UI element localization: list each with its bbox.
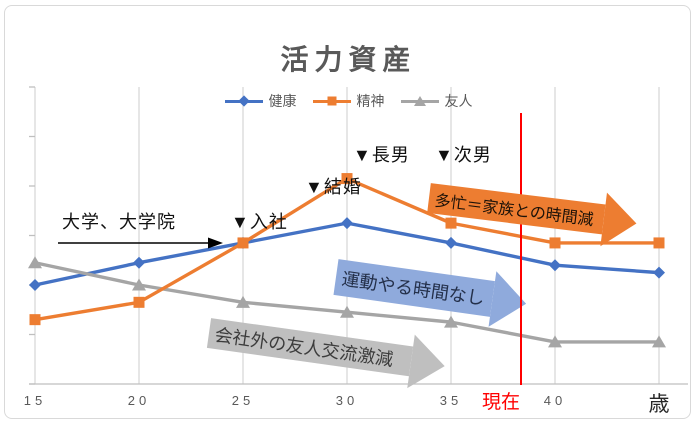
square-marker-icon	[549, 237, 561, 249]
milestone-marriage: ▼結婚	[305, 177, 362, 197]
square-marker-icon	[445, 217, 457, 229]
triangle-marker-icon	[413, 96, 426, 106]
diamond-marker-icon	[549, 259, 561, 272]
square-marker-icon	[327, 96, 336, 106]
legend-item-health[interactable]: 健康	[224, 91, 297, 111]
legend-line-mind	[312, 96, 351, 106]
x-axis-label: 15	[23, 393, 47, 408]
square-marker-icon	[133, 296, 145, 308]
x-axis-label: 歳	[648, 393, 670, 416]
diamond-marker-icon	[133, 256, 145, 269]
diamond-marker-icon	[237, 95, 250, 107]
legend-line-friend	[400, 96, 439, 106]
square-marker-icon	[341, 173, 353, 185]
diamond-marker-icon	[653, 266, 665, 279]
triangle-marker-icon	[132, 278, 146, 291]
education-arrow-head-icon	[208, 237, 223, 249]
x-axis-label: 20	[127, 393, 151, 408]
legend-item-friend[interactable]: 友人	[400, 91, 473, 111]
diamond-marker-icon	[29, 279, 41, 291]
chart-title: 活力資産	[280, 44, 417, 75]
busy-family-arrow-label: 多忙＝家族との時間減	[427, 183, 606, 235]
diamond-marker-icon	[341, 217, 353, 230]
legend-label-mind: 精神	[356, 93, 385, 109]
diamond-marker-icon	[445, 236, 457, 249]
arrow-head-icon	[600, 192, 640, 251]
triangle-marker-icon	[340, 305, 354, 318]
x-axis-label: 40	[543, 393, 567, 408]
legend-label-friend: 友人	[444, 93, 473, 109]
triangle-marker-icon	[236, 295, 250, 308]
square-marker-icon	[653, 237, 665, 249]
square-marker-icon	[237, 237, 249, 249]
legend-line-health	[224, 95, 263, 107]
milestone-join-company: ▼入社	[231, 212, 288, 232]
legend: 健康 精神 友人	[0, 91, 697, 111]
milestone-second-son: ▼次男	[435, 145, 492, 165]
no-exercise-arrow-label: 運動やる時間なし	[333, 259, 495, 317]
legend-label-health: 健康	[268, 93, 297, 109]
triangle-marker-icon	[652, 335, 666, 348]
triangle-marker-icon	[444, 315, 458, 328]
triangle-marker-icon	[28, 256, 42, 269]
milestone-first-son: ▼長男	[353, 145, 410, 165]
x-axis-label: 25	[231, 393, 255, 408]
legend-item-mind[interactable]: 精神	[312, 91, 385, 111]
triangle-marker-icon	[548, 335, 562, 348]
x-axis-label: 35	[439, 393, 463, 408]
x-axis-label: 30	[335, 393, 359, 408]
current-age-line	[520, 113, 522, 385]
square-marker-icon	[29, 314, 41, 326]
milestone-education: 大学、大学院	[62, 212, 176, 232]
current-age-label: 現在	[482, 392, 521, 413]
